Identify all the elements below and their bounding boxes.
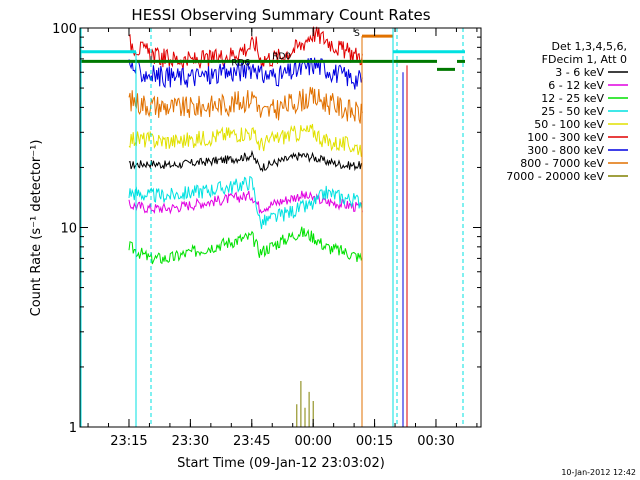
legend-entry-label: 3 - 6 keV (555, 66, 604, 79)
legend-entry-label: 7000 - 20000 keV (506, 170, 604, 183)
series-25-50-kev-line (128, 175, 363, 230)
legend-entry-label: 6 - 12 keV (548, 79, 604, 92)
annotation-s: S (354, 29, 360, 39)
legend-entry-label: 100 - 300 keV (527, 131, 604, 144)
x-tick-label: 23:45 (233, 434, 270, 449)
y-tick-label: 100 (52, 22, 77, 37)
x-tick-label: 00:00 (294, 434, 331, 449)
annotation-rd0: RD0 (272, 52, 291, 62)
y-tick-label: 1 (69, 421, 77, 436)
series-7000-20000-kev-line (296, 381, 314, 427)
footer-timestamp: 10-Jan-2012 12:42 (561, 468, 636, 477)
plot-frame (79, 27, 482, 428)
legend-header-2: FDecim 1, Att 0 (542, 53, 627, 66)
x-tick-label: 00:30 (417, 434, 454, 449)
series-100-300-kev-line (128, 26, 363, 70)
legend-header-1: Det 1,3,4,5,6, (551, 40, 627, 53)
series-12-25-kev-line (128, 226, 363, 265)
x-tick-label: 23:30 (172, 434, 209, 449)
x-axis-label: Start Time (09-Jan-12 23:03:02) (177, 456, 385, 471)
series-800-7000-kev-line (128, 86, 363, 124)
annotation-rd6: RD6 (231, 58, 250, 68)
y-axis-label: Count Rate (s⁻¹ detector⁻¹) (29, 140, 44, 317)
axis-layer: 1 10 100 23:15 23:30 23:45 00:00 00:15 00:30 (52, 22, 481, 449)
chart-title: HESSI Observing Summary Count Rates (131, 6, 430, 24)
legend-entry-label: 12 - 25 keV (541, 92, 604, 105)
y-tick-label: 10 (60, 222, 77, 237)
legend-entry-label: 50 - 100 keV (534, 118, 604, 131)
series-3-6-kev-line (128, 149, 363, 173)
series-50-100-kev-line (128, 123, 363, 158)
x-tick-label: 00:15 (356, 434, 393, 449)
legend-entry-label: 300 - 800 keV (527, 144, 604, 157)
legend: Det 1,3,4,5,6,FDecim 1, Att 03 - 6 keV6 … (506, 40, 628, 183)
legend-entry-label: 800 - 7000 keV (520, 157, 604, 170)
legend-entry-label: 25 - 50 keV (541, 105, 604, 118)
series-layer (128, 26, 363, 427)
overlay-layer: RD6 RD0 S (80, 28, 465, 427)
x-tick-label: 23:15 (110, 434, 147, 449)
